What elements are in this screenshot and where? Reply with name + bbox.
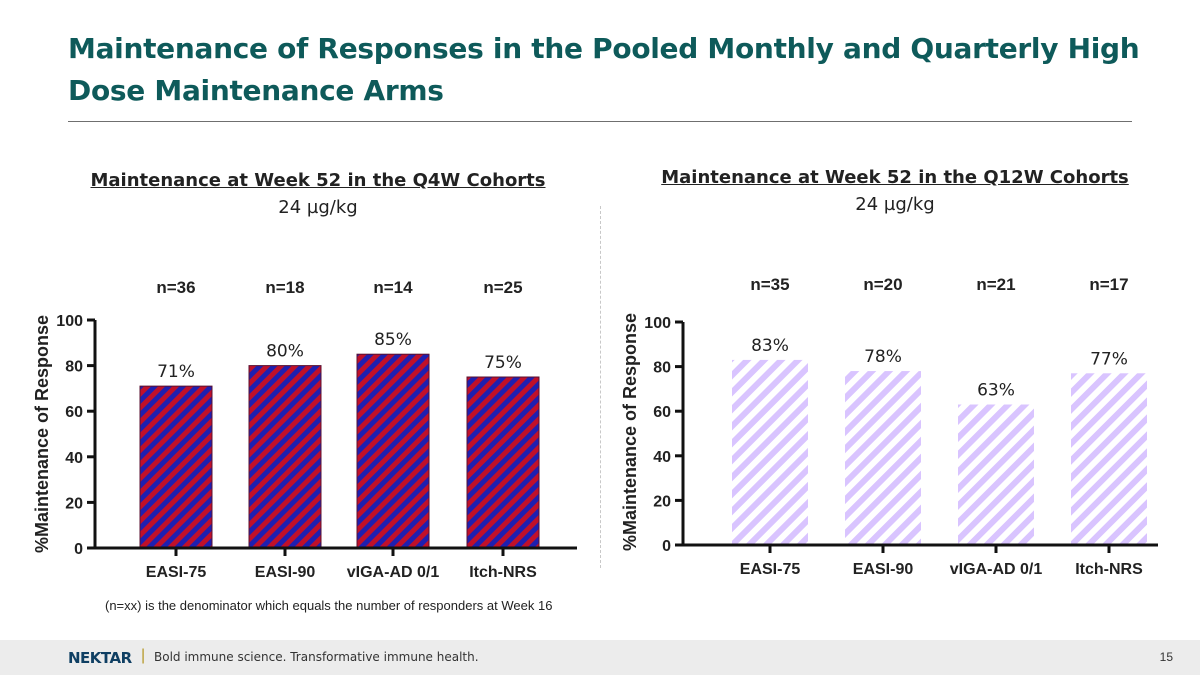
q4w-n-label-3: n=14 — [373, 278, 413, 297]
q4w-n-label-4: n=25 — [483, 278, 522, 297]
q12w-value-label-4: 77% — [1090, 349, 1128, 369]
q12w-bar-4 — [1071, 373, 1147, 545]
q12w-n-label-4: n=17 — [1089, 275, 1128, 294]
q4w-value-label-3: 85% — [374, 330, 412, 350]
q4w-y-tick-label-40: 40 — [65, 450, 83, 467]
q12w-n-label-3: n=21 — [976, 275, 1015, 294]
footer-tagline: Bold immune science. Transformative immu… — [154, 650, 479, 664]
q4w-n-label-2: n=18 — [265, 278, 304, 297]
page-number: 15 — [1159, 650, 1173, 664]
footer-separator: | — [141, 647, 146, 664]
q4w-n-label-1: n=36 — [156, 278, 195, 297]
q12w-value-label-1: 83% — [751, 336, 789, 356]
q12w-category-label-3: vIGA-AD 0/1 — [950, 561, 1043, 578]
q12w-y-axis-label: %Maintenance of Response — [620, 313, 640, 551]
q4w-bar-3 — [356, 353, 430, 549]
nektar-logo: NEKTAR — [68, 649, 132, 667]
title-divider — [68, 121, 1132, 122]
q4w-bar-2 — [248, 365, 322, 549]
q4w-y-axis-label: %Maintenance of Response — [32, 315, 52, 553]
chart-1-title: Maintenance at Week 52 in the Q4W Cohort… — [90, 170, 546, 191]
q4w-y-tick-label-20: 20 — [65, 495, 83, 512]
chart-divider — [600, 206, 601, 568]
page-title: Maintenance of Responses in the Pooled M… — [68, 32, 1140, 107]
q12w-y-tick-label-0: 0 — [662, 538, 671, 555]
q4w-bar-4 — [466, 376, 540, 549]
q4w-y-tick-label-0: 0 — [74, 541, 83, 558]
q12w-n-label-1: n=35 — [750, 275, 789, 294]
chart-2-subtitle: 24 µg/kg — [855, 194, 935, 215]
q12w-bar-2 — [845, 371, 921, 545]
q12w-y-tick-label-80: 80 — [653, 360, 671, 377]
footer-bar: NEKTAR | Bold immune science. Transforma… — [0, 640, 1200, 675]
q12w-category-label-4: Itch-NRS — [1075, 561, 1143, 578]
q4w-category-label-4: Itch-NRS — [469, 564, 537, 581]
footnote: (n=xx) is the denominator which equals t… — [105, 598, 553, 613]
q4w-value-label-1: 71% — [157, 362, 195, 382]
chart-2-title: Maintenance at Week 52 in the Q12W Cohor… — [661, 167, 1129, 188]
q12w-category-label-2: EASI-90 — [853, 561, 914, 578]
chart-1-subtitle: 24 µg/kg — [278, 197, 358, 218]
q4w-y-tick-label-60: 60 — [65, 404, 83, 421]
q12w-value-label-3: 63% — [977, 381, 1015, 401]
q4w-y-tick-label-100: 100 — [56, 313, 83, 330]
q12w-y-tick-label-100: 100 — [644, 315, 671, 332]
q12w-category-label-1: EASI-75 — [740, 561, 801, 578]
q12w-bar-3 — [958, 404, 1034, 545]
q4w-value-label-4: 75% — [484, 353, 522, 373]
q4w-value-label-2: 80% — [266, 342, 304, 362]
q12w-bar-1 — [732, 359, 808, 545]
q12w-value-label-2: 78% — [864, 347, 902, 367]
q4w-category-label-1: EASI-75 — [146, 564, 207, 581]
q12w-y-tick-label-40: 40 — [653, 449, 671, 466]
q4w-category-label-3: vIGA-AD 0/1 — [347, 564, 440, 581]
q12w-y-tick-label-60: 60 — [653, 404, 671, 421]
q4w-y-tick-label-80: 80 — [65, 359, 83, 376]
q12w-n-label-2: n=20 — [863, 275, 902, 294]
q4w-category-label-2: EASI-90 — [255, 564, 316, 581]
q12w-y-tick-label-20: 20 — [653, 493, 671, 510]
